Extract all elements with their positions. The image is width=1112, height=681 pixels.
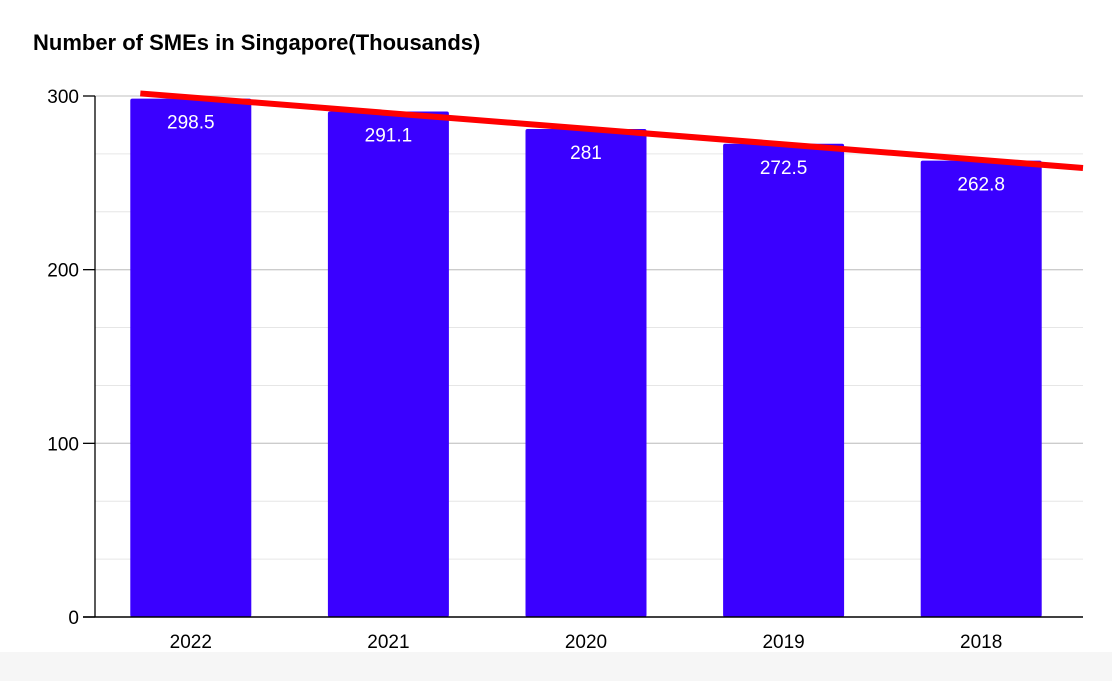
y-tick-label-100: 100	[47, 434, 79, 455]
chart-title: Number of SMEs in Singapore(Thousands)	[33, 30, 481, 55]
value-label-2018: 262.8	[957, 175, 1005, 196]
bar-2019	[723, 143, 845, 617]
x-tick-label-2020: 2020	[565, 632, 607, 653]
y-tick-label-300: 300	[47, 87, 79, 108]
bar-2022	[130, 98, 252, 618]
y-tick-label-200: 200	[47, 261, 79, 282]
value-label-2019: 272.5	[760, 158, 808, 179]
value-label-2022: 298.5	[167, 113, 215, 134]
x-tick-label-2021: 2021	[367, 632, 409, 653]
bar-2018	[920, 160, 1042, 617]
value-label-2021: 291.1	[365, 125, 413, 146]
trendline-group	[140, 90, 1084, 171]
trendline	[140, 90, 1084, 171]
bar-2021	[327, 111, 449, 618]
axes: 0 100 200 300 2022 2021 2020 2019 2018	[47, 87, 1083, 653]
x-tick-label-2019: 2019	[762, 632, 804, 653]
bars	[130, 98, 1042, 618]
x-tick-label-2022: 2022	[170, 632, 212, 653]
bottom-strip	[0, 652, 1112, 681]
y-tick-label-0: 0	[68, 608, 79, 629]
value-label-2020: 281	[570, 143, 602, 164]
value-labels: 298.5 291.1 281 272.5 262.8	[167, 113, 1005, 196]
bar-2020	[525, 128, 647, 617]
x-tick-label-2018: 2018	[960, 632, 1002, 653]
